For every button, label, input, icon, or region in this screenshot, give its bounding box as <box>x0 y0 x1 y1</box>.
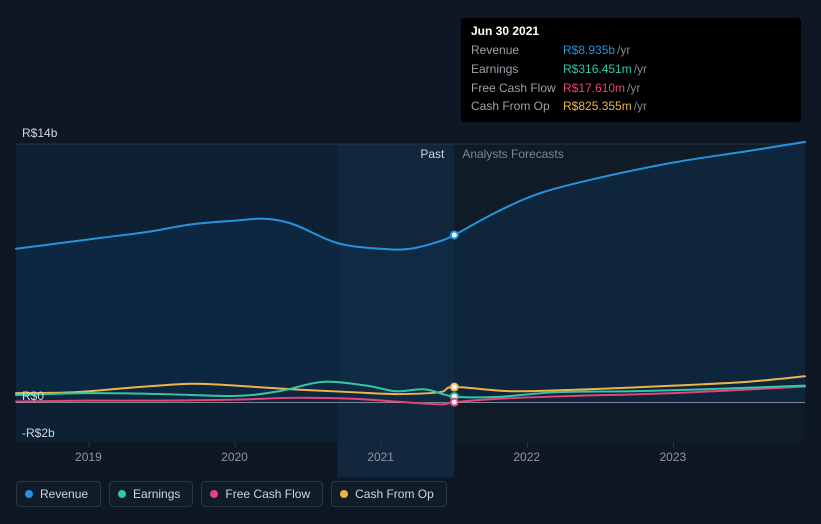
legend-item-cfo[interactable]: Cash From Op <box>331 481 447 507</box>
tooltip-value: R$8.935b <box>563 42 615 59</box>
tooltip-unit: /yr <box>634 61 647 78</box>
x-axis-label: 2022 <box>513 450 540 464</box>
legend-dot-icon <box>25 490 33 498</box>
y-axis-label: R$14b <box>22 126 57 140</box>
x-axis-label: 2021 <box>367 450 394 464</box>
tooltip-label: Cash From Op <box>471 98 563 115</box>
tooltip-value: R$825.355m <box>563 98 632 115</box>
tooltip-row-earnings: Earnings R$316.451m /yr <box>471 60 791 79</box>
tooltip-row-fcf: Free Cash Flow R$17.610m /yr <box>471 79 791 98</box>
legend-item-earnings[interactable]: Earnings <box>109 481 193 507</box>
x-axis-label: 2019 <box>75 450 102 464</box>
tooltip-unit: /yr <box>617 42 630 59</box>
legend-label: Revenue <box>40 487 88 501</box>
financials-chart: R$14b R$0 -R$2b 2019 2020 2021 2022 2023… <box>0 0 821 524</box>
legend-item-revenue[interactable]: Revenue <box>16 481 101 507</box>
tooltip-date: Jun 30 2021 <box>471 24 791 38</box>
legend-dot-icon <box>118 490 126 498</box>
legend-label: Cash From Op <box>355 487 434 501</box>
legend-dot-icon <box>210 490 218 498</box>
x-axis-label: 2020 <box>221 450 248 464</box>
y-axis-label: -R$2b <box>22 426 55 440</box>
tooltip-row-revenue: Revenue R$8.935b /yr <box>471 41 791 60</box>
legend-label: Free Cash Flow <box>225 487 310 501</box>
chart-legend: Revenue Earnings Free Cash Flow Cash Fro… <box>16 481 447 507</box>
tooltip-label: Earnings <box>471 61 563 78</box>
tooltip-row-cfo: Cash From Op R$825.355m /yr <box>471 97 791 116</box>
legend-item-fcf[interactable]: Free Cash Flow <box>201 481 323 507</box>
tooltip-value: R$17.610m <box>563 80 625 97</box>
tooltip-unit: /yr <box>634 98 647 115</box>
tooltip-label: Revenue <box>471 42 563 59</box>
tooltip-value: R$316.451m <box>563 61 632 78</box>
chart-tooltip: Jun 30 2021 Revenue R$8.935b /yr Earning… <box>461 18 801 122</box>
legend-label: Earnings <box>133 487 180 501</box>
legend-dot-icon <box>340 490 348 498</box>
x-axis-label: 2023 <box>660 450 687 464</box>
tooltip-unit: /yr <box>627 80 640 97</box>
y-axis-label: R$0 <box>22 389 44 403</box>
forecast-region-label: Analysts Forecasts <box>462 147 563 161</box>
tooltip-label: Free Cash Flow <box>471 80 563 97</box>
past-region-label: Past <box>420 147 444 161</box>
